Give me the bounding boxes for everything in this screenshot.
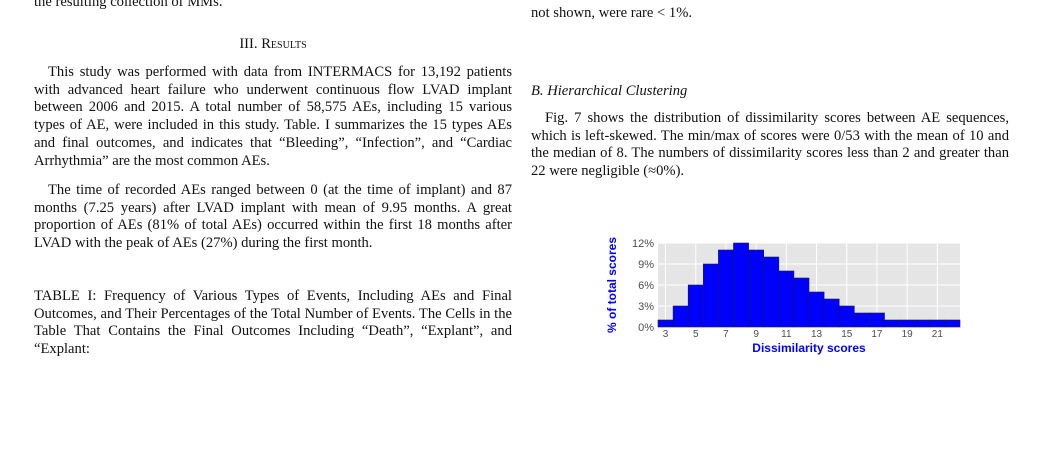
bar — [944, 319, 961, 328]
x-tick-label: 13 — [811, 329, 823, 340]
bar — [733, 242, 749, 328]
bar — [687, 284, 704, 328]
bar — [823, 298, 840, 328]
y-tick-label: 0% — [638, 322, 654, 334]
bar — [672, 305, 689, 328]
y-tick-label: 9% — [638, 259, 654, 271]
bar — [778, 270, 795, 328]
x-tick-label: 21 — [932, 329, 944, 340]
text-line: not shown, were rare < 1%. — [531, 5, 693, 21]
bar — [703, 263, 719, 328]
y-tick-label: 3% — [638, 301, 654, 313]
subsection-heading: B. Hierarchical Clustering — [531, 83, 688, 99]
paragraph: The time of recorded AEs ranged between … — [34, 182, 512, 252]
bar — [929, 319, 946, 328]
x-tick-label: 7 — [723, 329, 729, 340]
bar — [869, 312, 885, 328]
x-tick-label: 17 — [871, 329, 883, 340]
paragraph: This study was performed with data from … — [34, 64, 512, 169]
table-caption: TABLE I: Frequency of Various Types of E… — [34, 288, 512, 358]
bar — [899, 319, 916, 328]
bar — [657, 319, 674, 328]
x-tick-label: 3 — [663, 329, 669, 340]
bar — [838, 305, 855, 328]
bar — [854, 312, 870, 328]
paragraph: Fig. 7 shows the distribution of dissimi… — [531, 110, 1009, 180]
x-tick-label: 11 — [781, 329, 792, 340]
x-tick-label: 15 — [841, 329, 853, 340]
bar — [748, 249, 765, 328]
x-tick-label: 5 — [693, 329, 699, 340]
chart: % of total scores Dissimilarity scores 0… — [605, 237, 961, 355]
section-heading: III. Results — [239, 36, 307, 52]
x-axis-title: Dissimilarity scores — [752, 341, 866, 355]
y-tick-label: 12% — [632, 238, 654, 250]
x-tick-label: 9 — [753, 329, 759, 340]
bar — [718, 249, 734, 328]
bar — [793, 277, 810, 328]
bar — [914, 319, 931, 328]
bar — [808, 291, 825, 328]
bar — [884, 319, 900, 328]
y-axis-title: % of total scores — [605, 237, 619, 333]
x-tick-label: 19 — [902, 329, 914, 340]
bar — [763, 256, 780, 328]
text-line: the resulting collection of MMs. — [34, 0, 223, 10]
y-tick-label: 6% — [638, 280, 654, 292]
